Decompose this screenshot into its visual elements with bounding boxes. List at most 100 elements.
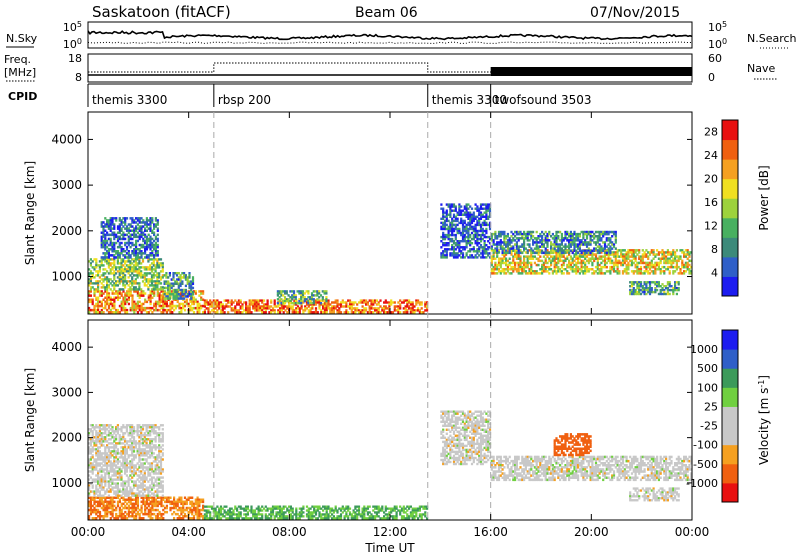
heatmap-cell: [582, 230, 585, 234]
heatmap-cell: [261, 299, 264, 302]
heatmap-cell: [479, 240, 483, 243]
heatmap-cell: [535, 241, 538, 244]
heatmap-cell: [463, 235, 466, 239]
heatmap-cell: [451, 229, 454, 233]
heatmap-cell: [301, 290, 305, 293]
heatmap-cell: [107, 496, 111, 499]
heatmap-cell: [153, 308, 156, 312]
heatmap-cell: [286, 305, 289, 308]
heatmap-cell: [135, 233, 138, 237]
heatmap-cell: [510, 235, 513, 238]
heatmap-cell: [596, 259, 599, 263]
heatmap-cell: [88, 290, 91, 293]
heatmap-cell: [499, 241, 502, 244]
heatmap-cell: [645, 265, 648, 269]
heatmap-cell: [386, 301, 389, 304]
heatmap-cell: [301, 296, 305, 299]
heatmap-cell: [451, 233, 454, 237]
heatmap-cell: [122, 424, 125, 427]
heatmap-cell: [524, 251, 527, 254]
heatmap-cell: [149, 512, 152, 516]
heatmap-cell: [144, 306, 147, 310]
heatmap-cell: [218, 305, 221, 308]
heatmap-cell: [650, 290, 653, 294]
heatmap-cell: [140, 256, 143, 259]
heatmap-cell: [149, 225, 152, 228]
heatmap-cell: [584, 265, 587, 269]
heatmap-cell: [106, 290, 109, 293]
heatmap-cell: [582, 270, 585, 273]
heatmap-cell: [283, 302, 287, 305]
heatmap-cell: [160, 296, 163, 299]
heatmap-cell: [100, 424, 103, 427]
heatmap-cell: [178, 302, 181, 306]
heatmap-cell: [557, 235, 560, 238]
heatmap-cell: [311, 307, 314, 310]
heatmap-cell: [632, 257, 635, 260]
heatmap-cell: [198, 508, 201, 512]
heatmap-cell: [688, 251, 691, 254]
heatmap-cell: [167, 295, 170, 298]
heatmap-cell: [668, 292, 671, 296]
heatmap-cell: [122, 512, 125, 516]
heatmap-cell: [391, 301, 395, 304]
heatmap-cell: [98, 510, 102, 514]
heatmap-cell: [162, 304, 165, 308]
heatmap-cell: [142, 219, 145, 222]
heatmap-cell: [273, 309, 276, 312]
heatmap-cell: [461, 229, 465, 233]
heatmap-cell: [104, 480, 107, 483]
heatmap-cell: [569, 243, 572, 246]
heatmap-cell: [515, 237, 518, 240]
heatmap-cell: [672, 272, 675, 275]
heatmap-cell: [120, 280, 123, 283]
heatmap-cell: [158, 262, 161, 265]
heatmap-cell: [467, 233, 470, 237]
heatmap-cell: [109, 510, 112, 514]
heatmap-cell: [122, 288, 125, 291]
heatmap-cell: [481, 252, 484, 255]
heatmap-cell: [648, 263, 652, 267]
heatmap-cell: [176, 500, 179, 504]
heatmap-cell: [573, 263, 576, 267]
heatmap-cell: [159, 282, 163, 285]
heatmap-cell: [598, 243, 601, 246]
heatmap-cell: [177, 282, 180, 285]
heatmap-cell: [629, 292, 632, 296]
heatmap-cell: [483, 250, 486, 253]
heatmap-cell: [205, 299, 208, 302]
heatmap-cell: [122, 438, 125, 441]
heatmap-cell: [515, 241, 518, 244]
heatmap-cell: [454, 252, 457, 255]
heatmap-cell: [542, 251, 545, 255]
heatmap-cell: [278, 296, 281, 299]
heatmap-cell: [568, 249, 571, 252]
heatmap-cell: [113, 260, 116, 263]
heatmap-cell: [578, 253, 581, 256]
heatmap-cell: [109, 488, 112, 491]
heatmap-cell: [271, 309, 275, 312]
heatmap-cell: [147, 296, 150, 299]
heatmap-cell: [573, 239, 576, 242]
heatmap-cell: [301, 294, 305, 297]
heatmap-cell: [524, 255, 527, 258]
heatmap-cell: [116, 476, 119, 479]
heatmap-cell: [91, 434, 94, 437]
heatmap-cell: [485, 244, 488, 247]
heatmap-cell: [526, 239, 529, 242]
heatmap-cell: [107, 223, 110, 226]
heatmap-cell: [188, 274, 191, 277]
heatmap-cell: [194, 502, 197, 506]
heatmap-cell: [259, 307, 262, 310]
heatmap-cell: [116, 488, 119, 491]
heatmap-cell: [132, 260, 136, 263]
heatmap-cell: [291, 311, 294, 314]
heatmap-cell: [129, 256, 132, 259]
heatmap-cell: [135, 496, 138, 499]
heatmap-cell: [402, 301, 405, 304]
heatmap-cell: [560, 249, 563, 252]
heatmap-cell: [138, 274, 141, 277]
heatmap-cell: [191, 300, 194, 304]
heatmap-cell: [307, 296, 310, 299]
heatmap-cell: [230, 309, 233, 312]
